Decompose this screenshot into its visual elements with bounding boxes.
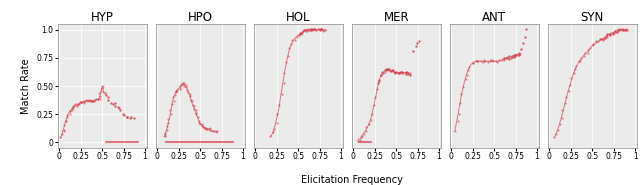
Title: SYN: SYN [580,11,604,24]
Title: HYP: HYP [91,11,113,24]
Title: ANT: ANT [482,11,506,24]
Title: HOL: HOL [286,11,310,24]
Text: Elicitation Frequency: Elicitation Frequency [301,175,403,185]
Title: HPO: HPO [188,11,212,24]
Title: MER: MER [383,11,409,24]
Y-axis label: Match Rate: Match Rate [21,58,31,114]
